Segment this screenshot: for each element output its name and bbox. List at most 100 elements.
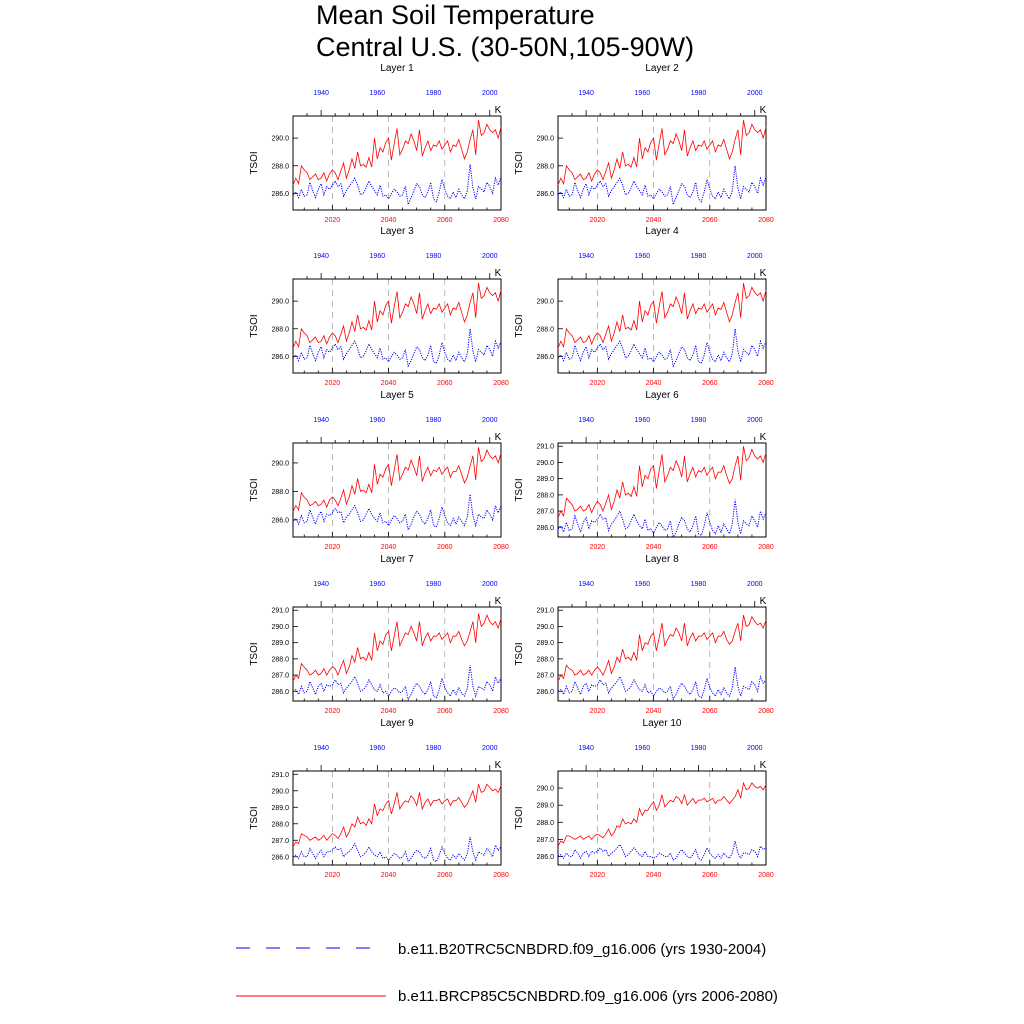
- layer-10-title: Layer 10: [643, 718, 682, 729]
- legend-label-historical: b.e11.B20TRC5CNBDRD.f09_g16.006 (yrs 193…: [398, 941, 766, 958]
- layer-5-xticklabel-top-1960: 1960: [370, 417, 386, 424]
- layer-5-xticklabel-bottom-2020: 2020: [325, 544, 341, 551]
- layer-4-xticklabel-bottom-2080: 2080: [758, 380, 774, 387]
- layer-9-yticklabel-3: 289.0: [271, 805, 289, 812]
- layer-1-xticklabel-top-1980: 1980: [426, 90, 442, 97]
- layer-8-unit-label: K: [760, 596, 767, 607]
- layer-1-plot-frame: [292, 115, 502, 211]
- layer-3-yticklabel-0: 286.0: [271, 354, 289, 361]
- layer-4-unit-label: K: [760, 268, 767, 279]
- layer-5-xticklabel-bottom-2060: 2060: [437, 544, 453, 551]
- layer-9-xticklabel-top-1960: 1960: [370, 745, 386, 752]
- layer-1-unit-label: K: [495, 105, 502, 116]
- layer-2-xticklabel-bottom-2040: 2040: [646, 217, 662, 224]
- layer-2-series-rcp85: [557, 120, 767, 186]
- layer-2-xticklabel-top-1980: 1980: [691, 90, 707, 97]
- layer-7-yticklabel-0: 286.0: [271, 689, 289, 696]
- layer-7-xticklabel-bottom-2020: 2020: [325, 708, 341, 715]
- layer-1-panel: Layer 1 K TSOI 2020 2040 2060 2080 1940 1960 1980…: [249, 63, 509, 224]
- panels-group: Layer 1 K TSOI 2020 2040 2060 2080 1940 1960 1980…: [249, 63, 774, 879]
- layer-6-xticklabel-top-1940: 1940: [578, 417, 594, 424]
- layer-2-series-historical: [557, 165, 767, 207]
- layer-10-xticklabel-top-2000: 2000: [747, 745, 763, 752]
- layer-7-yticklabel-5: 291.0: [271, 608, 289, 615]
- layer-7-xticklabel-bottom-2080: 2080: [493, 708, 509, 715]
- layer-9-yticklabel-1: 287.0: [271, 838, 289, 845]
- layer-9-panel: Layer 9 K TSOI 2020 2040 2060 2080 1940 1960 1980…: [249, 718, 509, 879]
- layer-9-xticklabel-top-1980: 1980: [426, 745, 442, 752]
- layer-7-xticklabel-bottom-2040: 2040: [381, 708, 397, 715]
- layer-10-unit-label: K: [760, 760, 767, 771]
- layer-3-plot-frame: [292, 278, 502, 374]
- layer-8-yticklabel-0: 286.0: [536, 689, 554, 696]
- layer-1-yticklabel-0: 286.0: [271, 191, 289, 198]
- layer-7-yticklabel-1: 287.0: [271, 673, 289, 680]
- layer-4-yticklabel-0: 286.0: [536, 354, 554, 361]
- layer-5-xticklabel-bottom-2080: 2080: [493, 544, 509, 551]
- layer-8-yticklabel-2: 288.0: [536, 656, 554, 663]
- layer-10-panel: Layer 10 K TSOI 2020 2040 2060 2080 1940 1960 198…: [514, 718, 774, 879]
- layer-8-yticklabel-4: 290.0: [536, 624, 554, 631]
- layer-8-title: Layer 8: [645, 554, 679, 565]
- layer-7-xticklabel-top-1940: 1940: [313, 581, 329, 588]
- layer-8-series-rcp85: [557, 615, 767, 682]
- layer-10-yticklabel-0: 286.0: [536, 854, 554, 861]
- layer-8-xticklabel-top-1980: 1980: [691, 581, 707, 588]
- layer-4-series-historical: [557, 328, 767, 368]
- layer-9-xticklabel-top-2000: 2000: [482, 745, 498, 752]
- layer-2-title: Layer 2: [645, 63, 679, 74]
- layer-6-title: Layer 6: [645, 390, 679, 401]
- layer-6-yticklabel-5: 291.0: [536, 444, 554, 451]
- figure-title-line-2: Central U.S. (30-50N,105-90W): [316, 32, 694, 62]
- layer-5-ylabel: TSOI: [249, 478, 260, 501]
- layer-6-yticklabel-1: 287.0: [536, 509, 554, 516]
- layer-8-series-historical: [557, 666, 767, 701]
- layer-7-plot-frame: [292, 606, 502, 702]
- layer-4-xticklabel-top-2000: 2000: [747, 253, 763, 260]
- layer-4-series-rcp85: [557, 283, 767, 349]
- layer-10-plot-frame: [557, 770, 767, 866]
- layer-5-panel: Layer 5 K TSOI 2020 2040 2060 2080 1940 1960 1980…: [249, 390, 509, 551]
- layer-2-yticklabel-0: 286.0: [536, 191, 554, 198]
- layer-6-xticklabel-bottom-2040: 2040: [646, 544, 662, 551]
- layer-2-plot-frame: [557, 115, 767, 211]
- layer-5-unit-label: K: [495, 432, 502, 443]
- layer-5-yticklabel-1: 288.0: [271, 489, 289, 496]
- layer-4-title: Layer 4: [645, 226, 679, 237]
- layer-9-plot-frame: [292, 770, 502, 866]
- layer-9-xticklabel-bottom-2060: 2060: [437, 872, 453, 879]
- layer-9-xticklabel-bottom-2080: 2080: [493, 872, 509, 879]
- layer-9-yticklabel-0: 286.0: [271, 854, 289, 861]
- legend-label-rcp85: b.e11.BRCP85C5CNBDRD.f09_g16.006 (yrs 20…: [398, 988, 778, 1005]
- layer-2-yticklabel-2: 290.0: [536, 136, 554, 143]
- layer-7-unit-label: K: [495, 596, 502, 607]
- layer-7-yticklabel-2: 288.0: [271, 656, 289, 663]
- layer-8-xticklabel-bottom-2060: 2060: [702, 708, 718, 715]
- layer-7-series-rcp85: [292, 613, 502, 682]
- layer-8-panel: Layer 8 K TSOI 2020 2040 2060 2080 1940 1960 1980…: [514, 554, 774, 715]
- layer-3-xticklabel-bottom-2020: 2020: [325, 380, 341, 387]
- layer-2-xticklabel-bottom-2060: 2060: [702, 217, 718, 224]
- layer-7-panel: Layer 7 K TSOI 2020 2040 2060 2080 1940 1960 1980…: [249, 554, 509, 715]
- layer-3-xticklabel-top-2000: 2000: [482, 253, 498, 260]
- layer-1-series-rcp85: [292, 120, 502, 186]
- layer-7-xticklabel-top-1960: 1960: [370, 581, 386, 588]
- layer-9-yticklabel-4: 290.0: [271, 788, 289, 795]
- layer-4-yticklabel-1: 288.0: [536, 326, 554, 333]
- layer-9-series-historical: [292, 836, 502, 863]
- layer-4-xticklabel-top-1960: 1960: [635, 253, 651, 260]
- layer-8-yticklabel-1: 287.0: [536, 673, 554, 680]
- layer-1-yticklabel-1: 288.0: [271, 163, 289, 170]
- layer-1-ylabel: TSOI: [249, 151, 260, 174]
- layer-8-plot-frame: [557, 606, 767, 702]
- layer-6-xticklabel-top-1980: 1980: [691, 417, 707, 424]
- layer-3-yticklabel-1: 288.0: [271, 326, 289, 333]
- layer-8-xticklabel-bottom-2020: 2020: [590, 708, 606, 715]
- layer-6-yticklabel-2: 288.0: [536, 492, 554, 499]
- layer-8-xticklabel-bottom-2040: 2040: [646, 708, 662, 715]
- layer-2-panel: Layer 2 K TSOI 2020 2040 2060 2080 1940 1960 1980…: [514, 63, 774, 224]
- layer-9-xticklabel-bottom-2020: 2020: [325, 872, 341, 879]
- layer-9-ylabel: TSOI: [249, 806, 260, 829]
- layer-5-title: Layer 5: [380, 390, 414, 401]
